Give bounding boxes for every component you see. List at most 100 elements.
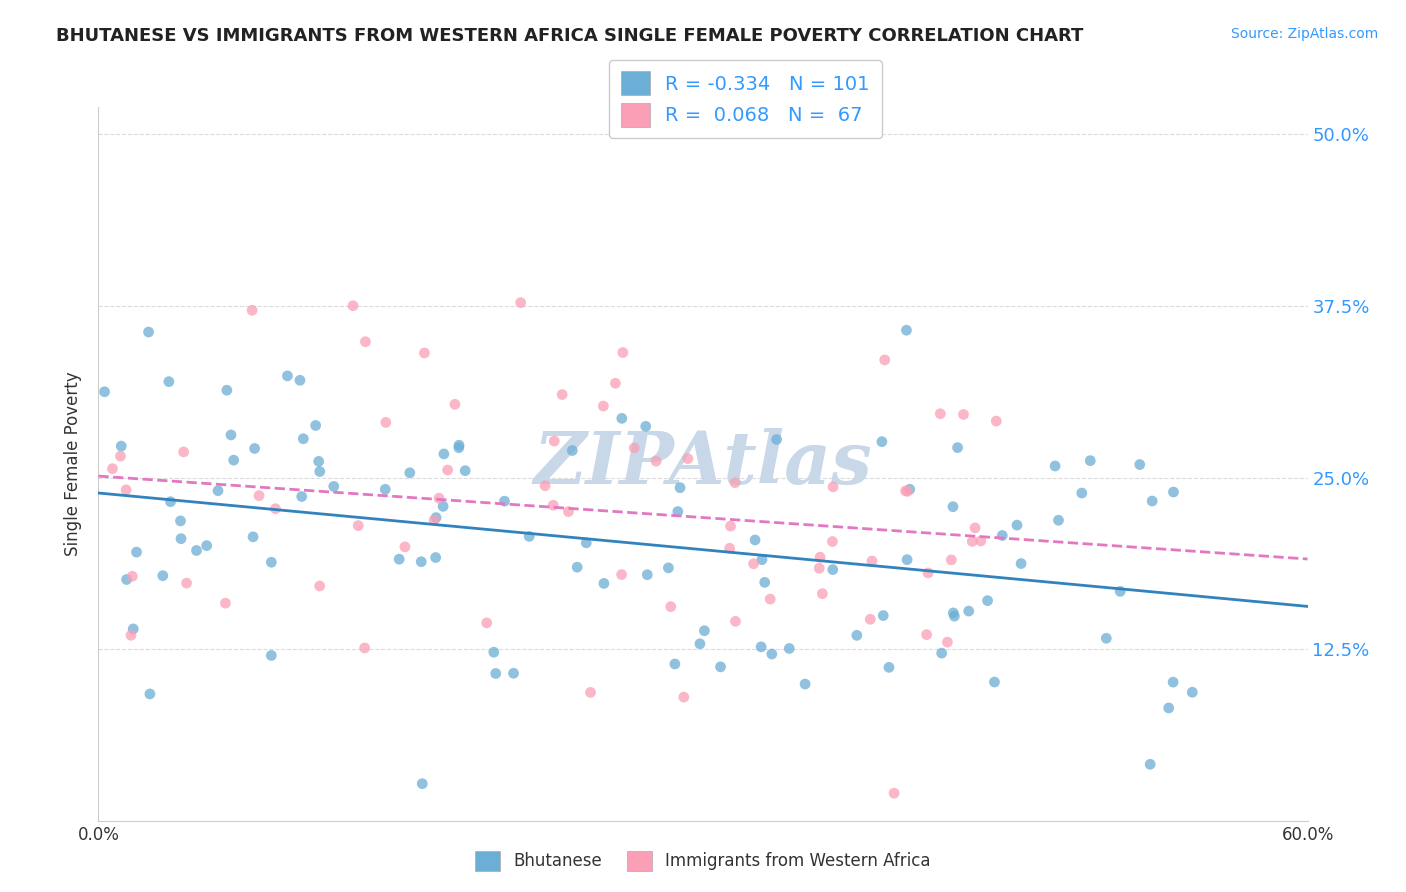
Point (689, 637, 711, 651)
Point (579, 685, 602, 699)
Point (413, 346, 436, 360)
Point (605, 376, 627, 391)
Point (157, 375, 180, 389)
Point (811, 587, 834, 601)
Legend: Bhutanese, Immigrants from Western Africa: Bhutanese, Immigrants from Western Afric… (467, 842, 939, 880)
Point (744, 533, 766, 547)
Point (724, 475, 747, 490)
Point (342, 299, 364, 313)
Point (292, 432, 315, 446)
Point (751, 552, 773, 566)
Point (808, 550, 831, 565)
Point (447, 438, 470, 452)
Point (592, 399, 614, 413)
Point (509, 295, 531, 310)
Point (247, 489, 270, 503)
Point (917, 566, 939, 580)
Point (634, 419, 657, 434)
Point (454, 464, 477, 478)
Point (943, 609, 966, 624)
Y-axis label: Single Female Poverty: Single Female Poverty (65, 372, 83, 556)
Point (896, 484, 918, 499)
Point (749, 640, 772, 654)
Point (427, 491, 450, 506)
Point (931, 646, 953, 660)
Point (322, 479, 344, 493)
Point (567, 560, 589, 574)
Point (672, 690, 695, 705)
Point (986, 414, 1008, 428)
Point (952, 408, 974, 422)
Point (860, 554, 883, 568)
Point (243, 442, 266, 456)
Point (308, 465, 330, 479)
Point (436, 463, 458, 477)
Point (659, 599, 682, 614)
Point (347, 518, 370, 533)
Point (432, 500, 454, 514)
Point (260, 648, 283, 663)
Point (759, 592, 782, 607)
Point (260, 555, 283, 569)
Point (374, 416, 396, 430)
Point (354, 334, 377, 349)
Point (502, 666, 524, 681)
Point (308, 579, 330, 593)
Point (1109, 584, 1132, 599)
Point (657, 561, 679, 575)
Point (942, 500, 965, 514)
Point (425, 550, 447, 565)
Point (877, 660, 900, 674)
Point (645, 454, 668, 468)
Point (720, 519, 742, 533)
Point (482, 645, 505, 659)
Point (308, 454, 330, 468)
Point (411, 777, 433, 791)
Point (1005, 518, 1028, 533)
Point (176, 576, 198, 591)
Point (693, 624, 716, 638)
Point (543, 434, 565, 448)
Point (666, 505, 689, 519)
Point (120, 628, 142, 642)
Point (896, 323, 918, 337)
Point (821, 534, 844, 549)
Point (873, 353, 896, 368)
Point (215, 384, 238, 398)
Point (374, 483, 396, 497)
Point (517, 529, 540, 543)
Point (1139, 757, 1161, 772)
Point (122, 622, 145, 636)
Point (754, 575, 776, 590)
Point (872, 608, 894, 623)
Point (1140, 494, 1163, 508)
Point (423, 513, 446, 527)
Point (845, 628, 868, 642)
Point (883, 786, 905, 800)
Point (219, 428, 242, 442)
Point (623, 441, 645, 455)
Point (93, 384, 115, 399)
Point (709, 660, 731, 674)
Point (304, 418, 326, 433)
Point (551, 387, 574, 401)
Point (207, 483, 229, 498)
Point (388, 552, 411, 566)
Point (929, 407, 952, 421)
Point (139, 687, 162, 701)
Point (970, 533, 993, 548)
Point (195, 539, 218, 553)
Point (983, 675, 1005, 690)
Point (1043, 458, 1066, 473)
Point (742, 557, 765, 571)
Point (288, 373, 311, 387)
Point (636, 567, 658, 582)
Point (214, 596, 236, 610)
Point (821, 563, 844, 577)
Point (794, 677, 817, 691)
Point (110, 439, 132, 453)
Point (941, 553, 963, 567)
Text: BHUTANESE VS IMMIGRANTS FROM WESTERN AFRICA SINGLE FEMALE POVERTY CORRELATION CH: BHUTANESE VS IMMIGRANTS FROM WESTERN AFR… (56, 27, 1084, 45)
Point (610, 411, 633, 425)
Text: ZIPAtlas: ZIPAtlas (534, 428, 872, 500)
